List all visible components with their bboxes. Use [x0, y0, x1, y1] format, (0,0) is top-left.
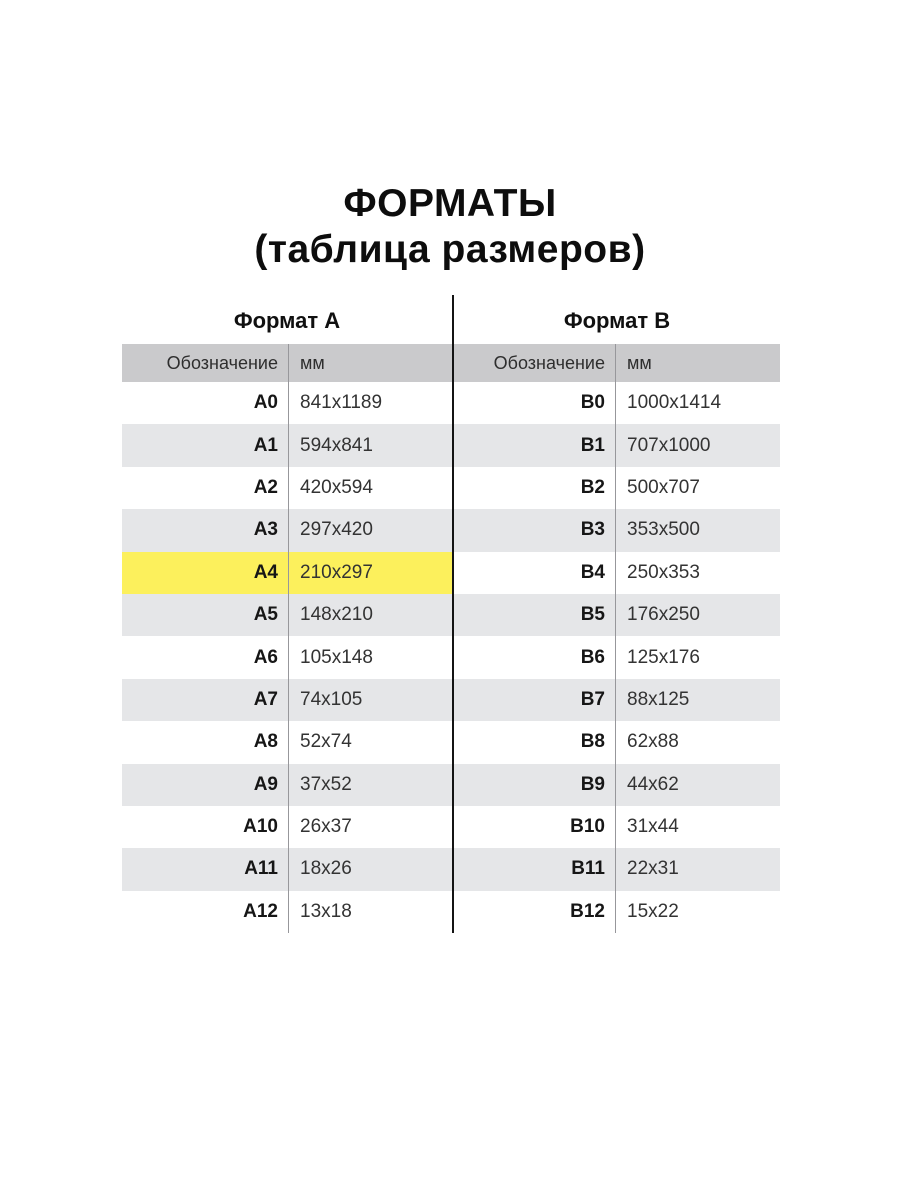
format-size-mm: 44x62: [627, 773, 679, 795]
format-designation: A10: [122, 805, 289, 849]
table-row: B4 250x353: [454, 551, 780, 594]
format-size-mm: 353x500: [627, 519, 700, 541]
table-row: A11 18x26: [122, 848, 452, 891]
format-designation: B6: [454, 636, 616, 679]
format-designation: B3: [454, 509, 616, 552]
table-row: B7 88x125: [454, 678, 780, 722]
format-designation: A4: [122, 551, 289, 594]
column-header-designation: Обозначение: [122, 344, 289, 382]
format-designation: A0: [122, 382, 289, 425]
header-row: Обозначение мм: [454, 344, 780, 382]
format-designation: B12: [454, 890, 616, 934]
format-size-mm: 250x353: [627, 561, 700, 583]
table-row: B11 22x31: [454, 848, 780, 891]
format-designation: A6: [122, 636, 289, 679]
table-row: A12 13x18: [122, 890, 452, 934]
table-row: A2 420x594: [122, 466, 452, 510]
format-size-mm: 125x176: [627, 646, 700, 668]
format-size-mm: 297x420: [300, 519, 373, 541]
format-a-rows: A0 841x1189 A1 594x841 A2 420x594 A3 297…: [122, 382, 452, 934]
table-row: A7 74x105: [122, 678, 452, 722]
format-designation: A3: [122, 509, 289, 552]
table-row-highlighted-a4: A4 210x297: [122, 551, 452, 594]
table-row: B2 500x707: [454, 466, 780, 510]
format-size-mm: 37x52: [300, 773, 352, 795]
format-size-mm: 62x88: [627, 731, 679, 753]
column-header-designation: Обозначение: [454, 344, 616, 382]
table-row: B5 176x250: [454, 593, 780, 637]
format-size-mm: 500x707: [627, 476, 700, 498]
table-row: B0 1000x1414: [454, 382, 780, 425]
center-divider-line: [452, 295, 454, 934]
formats-table: Формат A Обозначение мм A0 841x1189 A1 5…: [122, 295, 780, 934]
format-designation: B5: [454, 593, 616, 637]
format-size-mm: 26x37: [300, 816, 352, 838]
format-size-mm: 105x148: [300, 646, 373, 668]
table-row: A0 841x1189: [122, 382, 452, 425]
table-row: A6 105x148: [122, 636, 452, 679]
format-designation: A7: [122, 678, 289, 722]
format-size-mm: 18x26: [300, 858, 352, 880]
table-row: A3 297x420: [122, 509, 452, 552]
table-row: A9 37x52: [122, 763, 452, 806]
table-row: B3 353x500: [454, 509, 780, 552]
column-header-mm: мм: [300, 352, 325, 373]
format-designation: B4: [454, 551, 616, 594]
table-row: B9 44x62: [454, 763, 780, 806]
format-size-mm: 1000x1414: [627, 392, 722, 414]
format-designation: A1: [122, 424, 289, 467]
table-heading-format-a: Формат A: [233, 308, 341, 333]
format-designation: B7: [454, 678, 616, 722]
table-heading-format-b: Формат B: [563, 308, 671, 333]
header-row: Обозначение мм: [122, 344, 452, 382]
format-b-table: Формат B Обозначение мм B0 1000x1414 B1 …: [454, 295, 780, 934]
format-designation: B1: [454, 424, 616, 467]
table-row: B8 62x88: [454, 721, 780, 764]
table-row: A10 26x37: [122, 805, 452, 849]
format-designation: B0: [454, 382, 616, 425]
format-size-mm: 52x74: [300, 731, 352, 753]
format-designation: B11: [454, 848, 616, 891]
table-row: A1 594x841: [122, 424, 452, 467]
format-designation: A5: [122, 593, 289, 637]
format-size-mm: 210x297: [300, 561, 373, 583]
table-row: A5 148x210: [122, 593, 452, 637]
format-designation: B2: [454, 466, 616, 510]
format-designation: B9: [454, 763, 616, 806]
column-header-mm: мм: [627, 352, 652, 373]
page-title: ФОРМАТЫ (таблица размеров): [0, 181, 900, 273]
format-designation: A11: [122, 848, 289, 891]
page-title-line1: ФОРМАТЫ: [343, 182, 557, 225]
format-size-mm: 88x125: [627, 688, 690, 710]
format-size-mm: 594x841: [300, 434, 373, 456]
format-a-table: Формат A Обозначение мм A0 841x1189 A1 5…: [122, 295, 452, 934]
format-size-mm: 176x250: [627, 604, 700, 626]
page-title-line2: (таблица размеров): [254, 228, 646, 271]
format-designation: A8: [122, 721, 289, 764]
format-size-mm: 15x22: [627, 900, 679, 922]
format-size-mm: 31x44: [627, 816, 679, 838]
table-row: B1 707x1000: [454, 424, 780, 467]
table-row: B6 125x176: [454, 636, 780, 679]
format-designation: B10: [454, 805, 616, 849]
format-size-mm: 148x210: [300, 604, 373, 626]
table-row: A8 52x74: [122, 721, 452, 764]
table-row: B12 15x22: [454, 890, 780, 934]
format-size-mm: 13x18: [300, 900, 352, 922]
format-size-mm: 707x1000: [627, 434, 711, 456]
format-size-mm: 74x105: [300, 688, 363, 710]
format-size-mm: 420x594: [300, 476, 373, 498]
format-designation: A9: [122, 763, 289, 806]
format-size-mm: 22x31: [627, 858, 679, 880]
format-designation: A12: [122, 890, 289, 934]
format-size-mm: 841x1189: [300, 392, 383, 414]
format-b-rows: B0 1000x1414 B1 707x1000 B2 500x707 B3 3…: [454, 382, 780, 934]
format-designation: A2: [122, 466, 289, 510]
table-row: B10 31x44: [454, 805, 780, 849]
format-designation: B8: [454, 721, 616, 764]
